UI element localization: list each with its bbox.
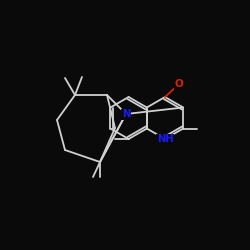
Text: O: O [174,79,184,89]
Text: N: N [122,109,130,119]
Text: NH: NH [157,134,173,144]
